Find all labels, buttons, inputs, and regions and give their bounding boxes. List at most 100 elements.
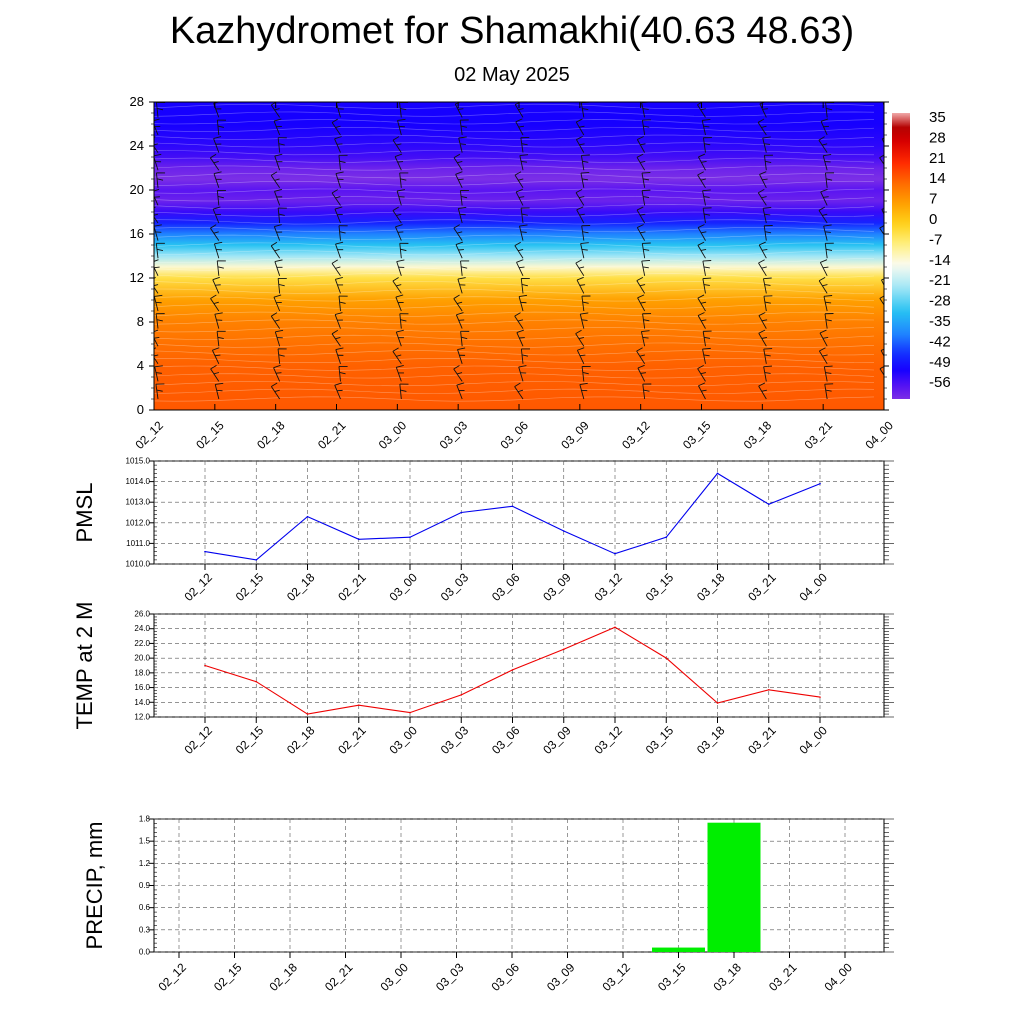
wind-barb-flag bbox=[457, 277, 466, 280]
wind-barb-staff bbox=[213, 243, 220, 259]
wind-barb-flag bbox=[521, 143, 528, 146]
wind-barb-flag bbox=[335, 125, 341, 128]
data-point bbox=[716, 472, 719, 475]
wind-barb-staff bbox=[580, 172, 585, 188]
wind-barb-flag bbox=[270, 241, 278, 247]
wind-barb-flag bbox=[702, 347, 711, 350]
wind-barb-staff bbox=[581, 296, 585, 312]
heatmap-x-tick-label: 02_18 bbox=[254, 418, 288, 452]
wind-barb-flag bbox=[823, 196, 829, 198]
wind-barb-flag bbox=[581, 319, 588, 321]
wind-barb-staff bbox=[702, 331, 706, 347]
heatmap-y-tick-label: 24 bbox=[130, 138, 144, 153]
wind-barb-flag bbox=[210, 153, 217, 159]
wind-barb-staff bbox=[757, 122, 767, 136]
wind-barb-flag bbox=[759, 102, 767, 105]
wind-barb-staff bbox=[575, 192, 585, 206]
wind-barb-flag bbox=[758, 312, 766, 316]
wind-barb-flag bbox=[457, 160, 463, 164]
wind-barb-flag bbox=[700, 248, 707, 251]
wind-barb-staff bbox=[216, 190, 220, 206]
wind-barb-staff bbox=[879, 368, 884, 376]
wind-barb-flag bbox=[640, 301, 646, 304]
x-tick-label: 02_15 bbox=[233, 570, 267, 604]
wind-barb-staff bbox=[395, 296, 402, 312]
wind-barb-flag bbox=[576, 206, 584, 211]
wind-barb-staff bbox=[702, 137, 706, 153]
wind-barb-staff bbox=[457, 278, 463, 294]
wind-barb-staff bbox=[824, 313, 828, 329]
wind-barb-flag bbox=[331, 189, 339, 194]
wind-barb-staff bbox=[396, 190, 402, 206]
wind-barb-staff bbox=[697, 227, 706, 241]
wind-barb-flag bbox=[704, 213, 711, 216]
heatmap-contour-line bbox=[154, 188, 875, 194]
wind-barb-flag bbox=[643, 319, 650, 322]
data-point bbox=[306, 515, 309, 518]
wind-barb-flag bbox=[460, 125, 468, 128]
wind-barb-staff bbox=[825, 102, 828, 118]
wind-barb-staff bbox=[277, 348, 281, 364]
wind-barb-flag bbox=[825, 319, 832, 322]
x-tick-label: 02_12 bbox=[181, 723, 215, 757]
wind-barb-staff bbox=[270, 175, 281, 189]
wind-barb-staff bbox=[823, 366, 828, 382]
wind-barb-flag bbox=[763, 365, 773, 368]
wind-barb-flag bbox=[400, 389, 407, 392]
heatmap-x-tick-label: 02_12 bbox=[132, 418, 166, 452]
wind-barb-flag bbox=[514, 312, 521, 317]
wind-barb-flag bbox=[636, 347, 643, 352]
wind-barb-flag bbox=[881, 208, 884, 210]
wind-barb-flag bbox=[515, 118, 523, 123]
wind-barb-staff bbox=[763, 296, 767, 312]
wind-barb-flag bbox=[700, 372, 706, 375]
wind-barb-flag bbox=[822, 284, 828, 287]
wind-barb-staff bbox=[576, 279, 585, 294]
wind-barb-staff bbox=[334, 138, 341, 153]
wind-barb-staff bbox=[392, 139, 402, 153]
wind-barb-flag bbox=[396, 259, 405, 262]
wind-barb-staff bbox=[460, 331, 463, 347]
wind-barb-flag bbox=[339, 372, 346, 375]
wind-barb-flag bbox=[704, 336, 711, 339]
wind-barb-staff bbox=[579, 384, 585, 400]
wind-barb-staff bbox=[581, 366, 585, 382]
wind-barb-staff bbox=[824, 243, 828, 259]
wind-barb-staff bbox=[331, 333, 341, 347]
wind-barb-flag bbox=[217, 266, 224, 269]
wind-barb-flag bbox=[154, 277, 156, 279]
wind-barb-flag bbox=[825, 389, 832, 392]
wind-barb-staff bbox=[886, 120, 888, 135]
wind-barb-flag bbox=[273, 118, 282, 122]
wind-barb-staff bbox=[154, 266, 159, 276]
data-bar bbox=[652, 947, 705, 952]
wind-barb-staff bbox=[822, 155, 828, 171]
wind-barb-staff bbox=[394, 156, 402, 171]
wind-barb-flag bbox=[521, 160, 528, 163]
wind-barb-flag bbox=[210, 224, 217, 229]
heatmap-contour-line bbox=[154, 134, 875, 140]
heatmap-contour-line bbox=[154, 126, 875, 133]
wind-barb-staff bbox=[759, 103, 767, 118]
wind-barb-flag bbox=[703, 266, 710, 269]
x-tick-label: 03_18 bbox=[694, 723, 728, 757]
x-tick-label: 03_06 bbox=[488, 960, 522, 994]
wind-barb-flag bbox=[339, 160, 346, 164]
data-point bbox=[614, 626, 616, 629]
heatmap-y-tick-label: 16 bbox=[130, 226, 144, 241]
wind-barb-flag bbox=[642, 336, 649, 339]
wind-barb-flag bbox=[702, 277, 712, 280]
wind-barb-staff bbox=[637, 367, 646, 382]
wind-barb-staff bbox=[823, 225, 828, 241]
wind-barb-flag bbox=[824, 365, 833, 368]
wind-barb-flag bbox=[214, 241, 223, 245]
wind-barb-staff bbox=[820, 121, 828, 136]
heatmap-y-tick-label: 20 bbox=[130, 182, 144, 197]
wind-barb-flag bbox=[154, 294, 163, 297]
wind-barb-flag bbox=[217, 196, 224, 199]
wind-barb-staff bbox=[697, 104, 706, 118]
wind-barb-flag bbox=[639, 354, 646, 357]
wind-barb-staff bbox=[338, 155, 341, 171]
y-tick-label: 1014.0 bbox=[126, 477, 151, 486]
